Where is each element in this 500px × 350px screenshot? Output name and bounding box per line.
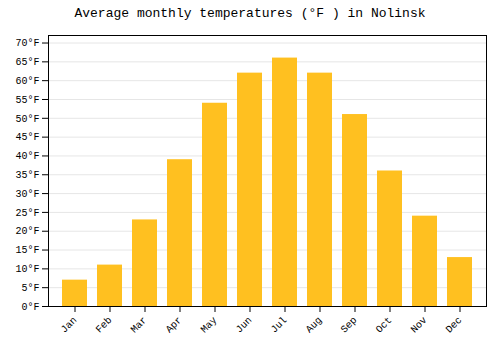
svg-text:35°F: 35°F [15, 170, 39, 181]
svg-text:45°F: 45°F [15, 132, 39, 143]
svg-text:5°F: 5°F [21, 283, 39, 294]
html-text:Average monthly temperatures (: Average monthly temperatures (°F ) in No… [74, 6, 426, 21]
svg-text:Jun: Jun [234, 315, 255, 336]
svg-text:Mar: Mar [129, 315, 150, 336]
svg-text:60°F: 60°F [15, 76, 39, 87]
svg-text:Jan: Jan [59, 315, 80, 336]
svg-text:Apr: Apr [164, 315, 185, 336]
svg-text:40°F: 40°F [15, 151, 39, 162]
svg-text:20°F: 20°F [15, 226, 39, 237]
svg-text:0°F: 0°F [21, 302, 39, 313]
svg-text:55°F: 55°F [15, 95, 39, 106]
svg-text:30°F: 30°F [15, 189, 39, 200]
svg-text:Feb: Feb [94, 315, 115, 336]
svg-text:Aug: Aug [304, 315, 325, 336]
svg-text:70°F: 70°F [15, 38, 39, 49]
svg-text:Nov: Nov [409, 315, 430, 336]
svg-text:Dec: Dec [444, 315, 465, 336]
svg-text:Jul: Jul [269, 315, 290, 336]
svg-text:25°F: 25°F [15, 208, 39, 219]
svg-text:May: May [199, 315, 220, 336]
svg-text:Sep: Sep [339, 315, 360, 336]
svg-text:10°F: 10°F [15, 264, 39, 275]
svg-text:15°F: 15°F [15, 245, 39, 256]
svg-text:Oct: Oct [374, 315, 395, 336]
svg-text:65°F: 65°F [15, 57, 39, 68]
svg-text:50°F: 50°F [15, 114, 39, 125]
